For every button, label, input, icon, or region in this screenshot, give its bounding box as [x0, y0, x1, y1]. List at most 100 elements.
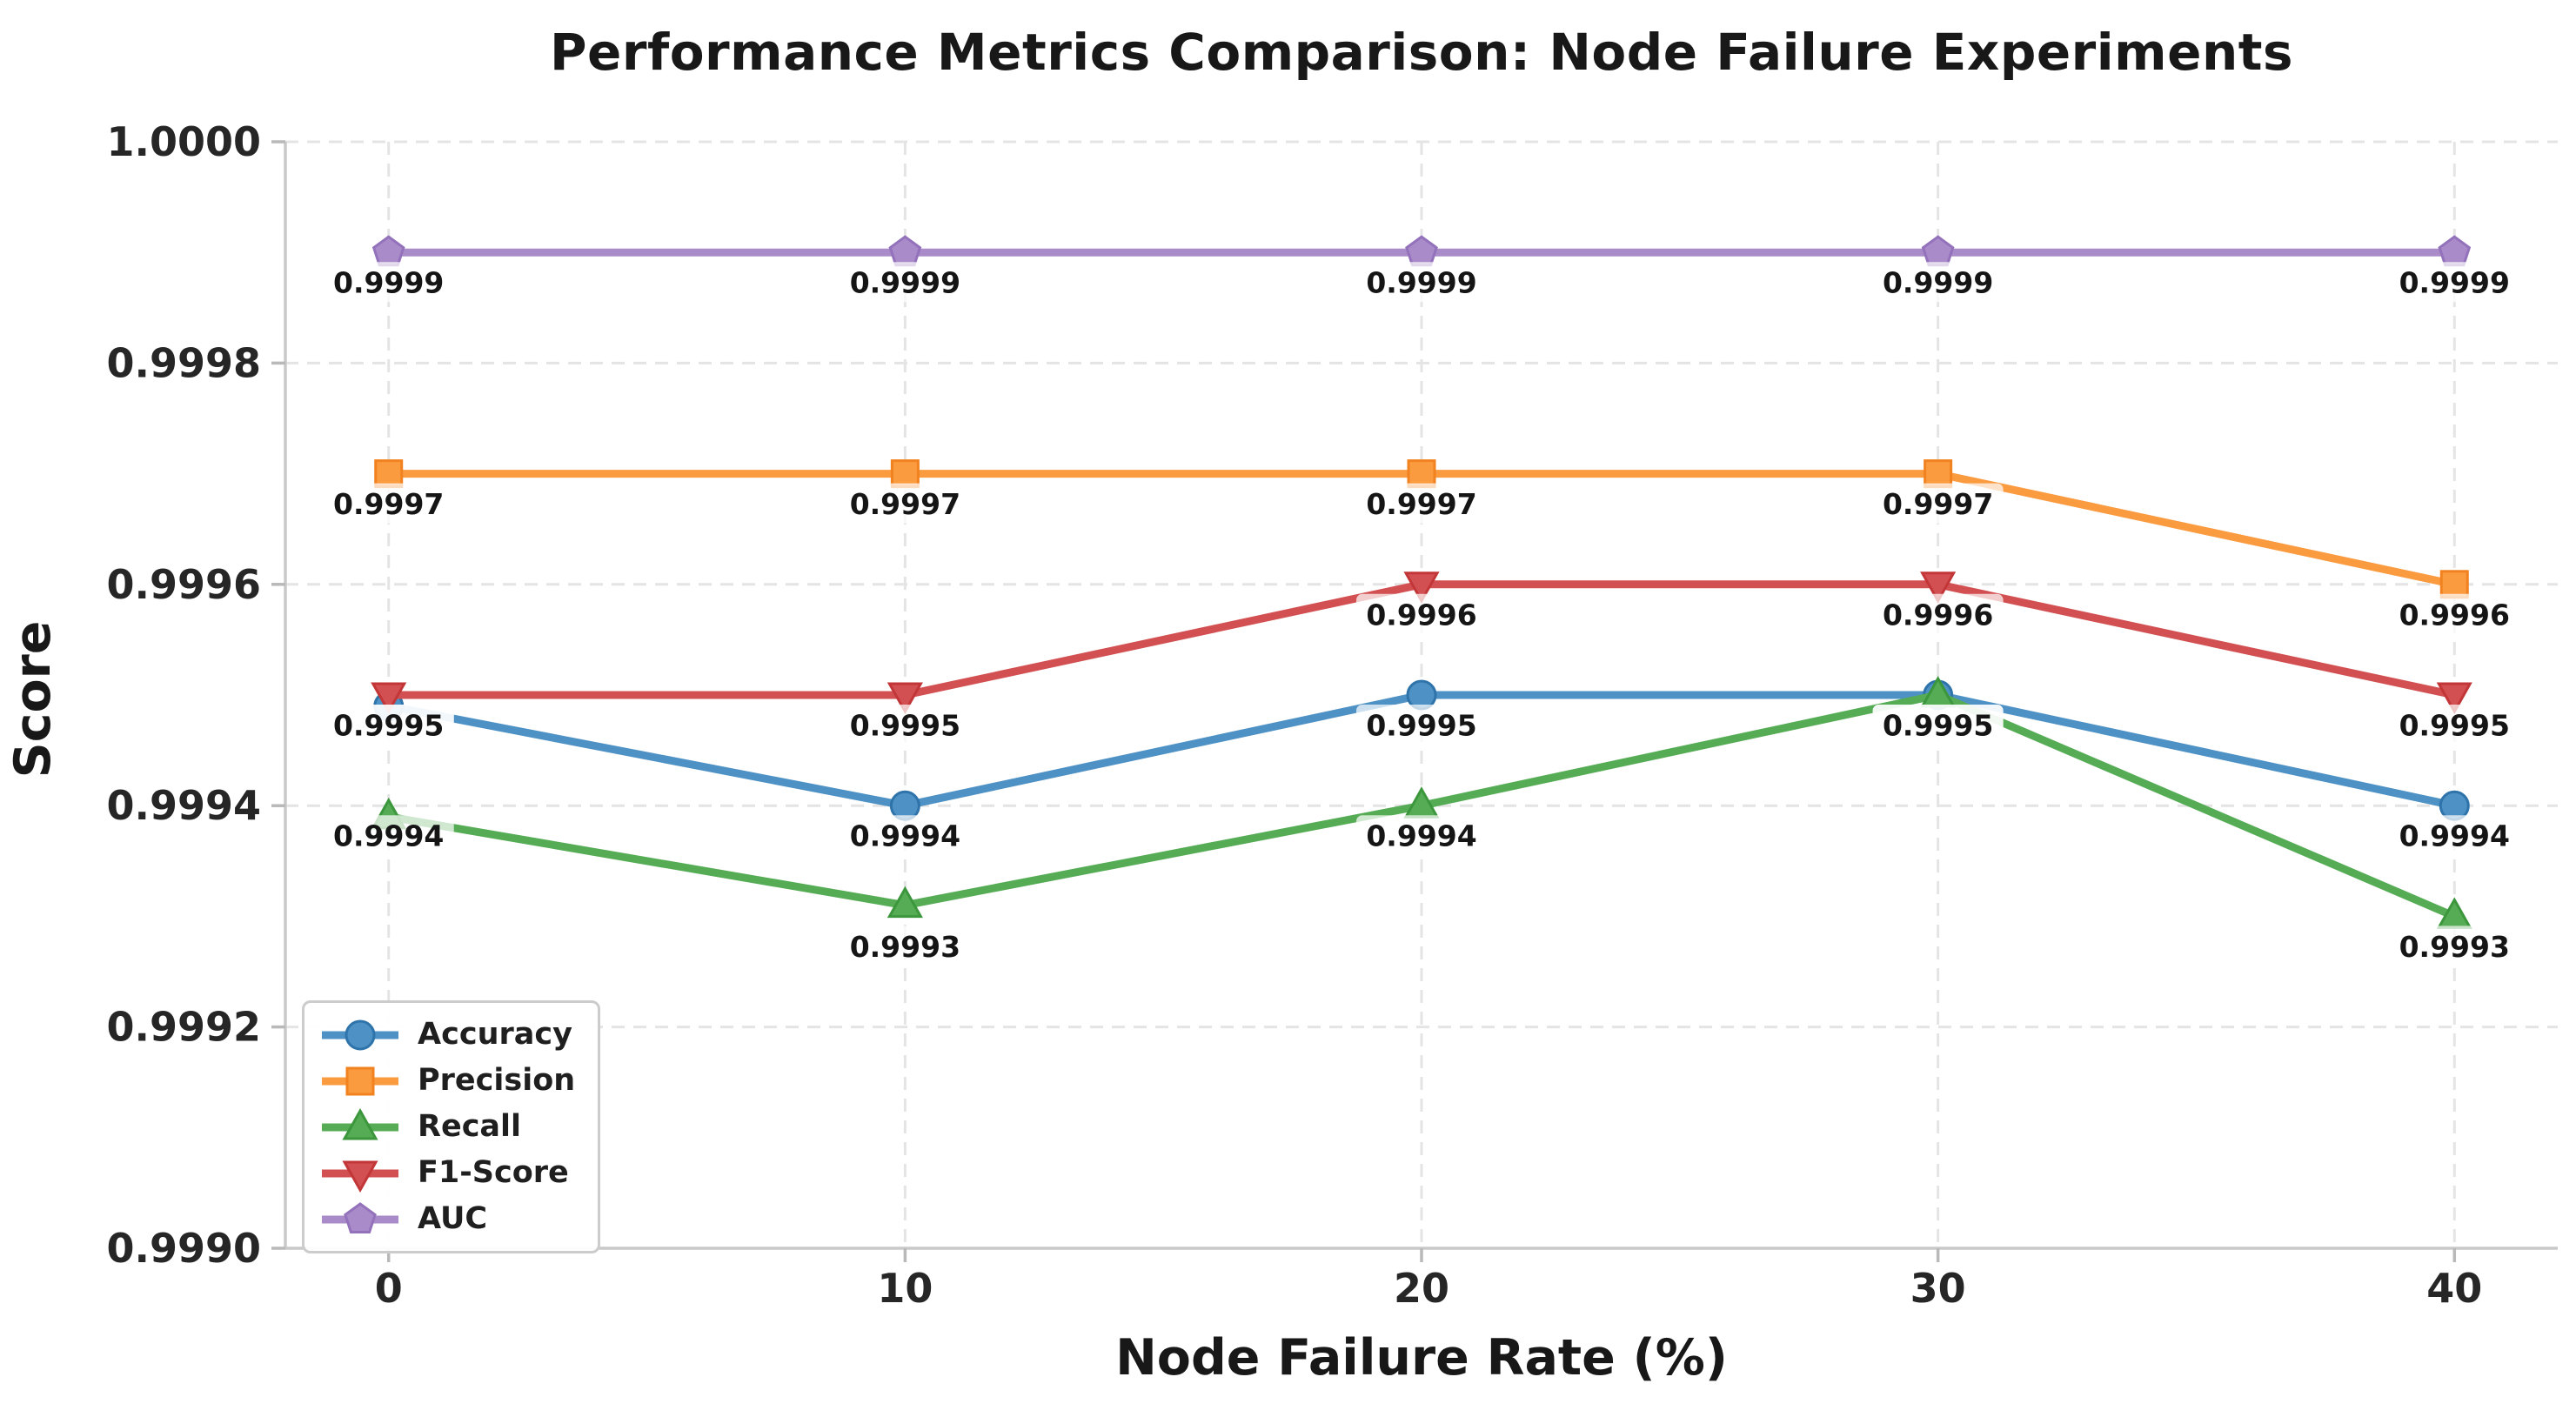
- data-label: 0.9994: [850, 819, 960, 853]
- data-label-box: [1872, 593, 2004, 634]
- series-auc: [371, 235, 2472, 267]
- data-label-box: [840, 815, 971, 856]
- circle-marker: [345, 1019, 376, 1050]
- y-tick-label: 0.9994: [106, 782, 261, 829]
- data-label-box: [323, 483, 454, 524]
- data-label-box: [323, 815, 454, 856]
- data-label-box: [1872, 262, 2004, 303]
- data-label-box: [840, 705, 971, 745]
- pentagon-marker: [371, 235, 405, 267]
- data-label: 0.9999: [850, 266, 960, 300]
- y-tick-label: 0.9996: [106, 561, 261, 608]
- data-label-box: [1356, 815, 1487, 856]
- x-tick-label: 10: [877, 1265, 933, 1312]
- square-marker: [345, 1066, 375, 1095]
- pentagon-marker: [344, 1201, 377, 1233]
- y-tick-label: 0.9992: [106, 1004, 261, 1051]
- data-label: 0.9996: [1883, 598, 1993, 632]
- y-tick-label: 1.0000: [106, 118, 261, 165]
- data-label-box: [840, 926, 971, 966]
- chart-title: Performance Metrics Comparison: Node Fai…: [550, 23, 2293, 82]
- y-tick-label: 0.9990: [106, 1225, 261, 1272]
- triangle-down-marker: [887, 682, 923, 715]
- data-label-box: [2389, 705, 2520, 745]
- data-label-box: [1356, 593, 1487, 634]
- data-label: 0.9995: [850, 709, 960, 743]
- data-label: 0.9995: [1366, 709, 1476, 743]
- legend-item-accuracy: Accuracy: [318, 1013, 575, 1056]
- legend-item-f1-score: F1-Score: [318, 1152, 575, 1194]
- legend-item-auc: AUC: [318, 1198, 575, 1240]
- x-tick-label: 20: [1394, 1265, 1449, 1312]
- square-marker: [1407, 459, 1436, 489]
- pentagon-marker: [1405, 235, 1438, 267]
- data-label: 0.9999: [1883, 266, 1993, 300]
- series-precision: [374, 459, 2469, 599]
- legend-label: AUC: [418, 1201, 488, 1236]
- legend-swatch-pentagon: [322, 1201, 398, 1233]
- x-axis-label: Node Failure Rate (%): [1115, 1329, 1728, 1387]
- x-tick-label: 40: [2426, 1265, 2482, 1312]
- triangle-up-marker: [342, 1107, 378, 1140]
- data-label: 0.9999: [2399, 266, 2510, 300]
- data-label-box: [1872, 483, 2004, 524]
- series-labels-f1-score: 0.9995 0.9995 0.9996 0.9996 0.9995: [323, 593, 2520, 745]
- series-labels-recall: 0.9994 0.9993 0.9994 0.9995 0.9993: [323, 705, 2520, 966]
- data-label-box: [840, 483, 971, 524]
- legend-label: Recall: [418, 1109, 522, 1144]
- legend-item-precision: Precision: [318, 1059, 575, 1102]
- triangle-down-marker: [2436, 682, 2472, 715]
- data-label-box: [1872, 705, 2004, 745]
- y-axis-label: Score: [4, 620, 62, 779]
- square-marker: [374, 459, 404, 489]
- pentagon-marker: [1921, 235, 1955, 267]
- data-label: 0.9993: [850, 930, 960, 964]
- data-label: 0.9997: [1366, 487, 1476, 521]
- data-label: 0.9997: [850, 487, 960, 521]
- triangle-up-marker: [887, 886, 923, 919]
- triangle-down-marker: [1403, 571, 1440, 604]
- data-label: 0.9995: [1883, 709, 1993, 743]
- data-label: 0.9996: [2399, 598, 2510, 632]
- data-label-box: [323, 262, 454, 303]
- data-label: 0.9994: [1366, 819, 1476, 853]
- legend-item-recall: Recall: [318, 1106, 575, 1148]
- series-labels-precision: 0.9997 0.9997 0.9997 0.9997 0.9996: [323, 483, 2520, 634]
- data-label: 0.9993: [2399, 930, 2510, 964]
- legend-label: F1-Score: [418, 1155, 569, 1190]
- data-label: 0.9997: [333, 487, 444, 521]
- triangle-down-marker: [342, 1160, 378, 1193]
- square-marker: [890, 459, 920, 489]
- series-labels-auc: 0.9999 0.9999 0.9999 0.9999 0.9999: [323, 262, 2520, 303]
- data-label-box: [2389, 593, 2520, 634]
- triangle-down-marker: [1920, 571, 1957, 604]
- data-label: 0.9999: [1366, 266, 1476, 300]
- pentagon-marker: [888, 235, 922, 267]
- data-label: 0.9994: [333, 819, 444, 853]
- square-marker: [2439, 570, 2469, 599]
- data-label-box: [1356, 262, 1487, 303]
- y-tick-label: 0.9998: [106, 339, 261, 386]
- data-label-box: [840, 262, 971, 303]
- legend-swatch-square: [322, 1066, 398, 1095]
- data-label: 0.9995: [333, 709, 444, 743]
- legend: Accuracy Precision Recall F1-Score AUC: [302, 1000, 601, 1253]
- square-marker: [1924, 459, 1953, 489]
- data-label: 0.9996: [1366, 598, 1476, 632]
- legend-label: Precision: [418, 1063, 576, 1098]
- data-label-box: [1356, 705, 1487, 745]
- pentagon-marker: [2438, 235, 2472, 267]
- series-f1-score: [371, 571, 2472, 715]
- data-label-box: [2389, 815, 2520, 856]
- data-label: 0.9995: [2399, 709, 2510, 743]
- legend-swatch-triangle-down: [322, 1160, 398, 1193]
- legend-swatch-circle: [322, 1019, 398, 1050]
- data-label-box: [1356, 483, 1487, 524]
- triangle-down-marker: [371, 682, 407, 715]
- data-label-box: [323, 705, 454, 745]
- x-tick-label: 30: [1910, 1265, 1966, 1312]
- data-label-box: [2389, 926, 2520, 966]
- data-label: 0.9999: [333, 266, 444, 300]
